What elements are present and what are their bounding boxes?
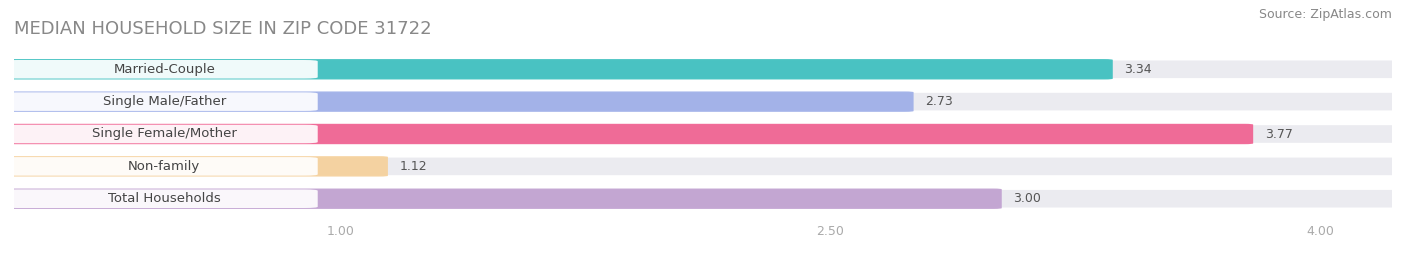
Text: MEDIAN HOUSEHOLD SIZE IN ZIP CODE 31722: MEDIAN HOUSEHOLD SIZE IN ZIP CODE 31722 (14, 20, 432, 38)
FancyBboxPatch shape (6, 156, 388, 177)
FancyBboxPatch shape (4, 157, 318, 176)
FancyBboxPatch shape (6, 188, 1400, 209)
FancyBboxPatch shape (6, 124, 1400, 144)
Text: Source: ZipAtlas.com: Source: ZipAtlas.com (1258, 8, 1392, 21)
Text: Total Households: Total Households (108, 192, 221, 205)
FancyBboxPatch shape (6, 91, 914, 112)
Text: Married-Couple: Married-Couple (114, 63, 215, 76)
Text: Single Male/Father: Single Male/Father (103, 95, 226, 108)
Text: 1.12: 1.12 (399, 160, 427, 173)
FancyBboxPatch shape (6, 59, 1112, 80)
FancyBboxPatch shape (6, 156, 1400, 177)
FancyBboxPatch shape (6, 188, 1001, 209)
FancyBboxPatch shape (6, 91, 1400, 112)
Text: 3.00: 3.00 (1014, 192, 1040, 205)
FancyBboxPatch shape (4, 189, 318, 208)
FancyBboxPatch shape (4, 125, 318, 143)
FancyBboxPatch shape (4, 60, 318, 79)
Text: 2.73: 2.73 (925, 95, 953, 108)
FancyBboxPatch shape (6, 59, 1400, 80)
FancyBboxPatch shape (4, 92, 318, 111)
Text: Non-family: Non-family (128, 160, 201, 173)
Text: 3.34: 3.34 (1125, 63, 1152, 76)
Text: 3.77: 3.77 (1264, 128, 1292, 140)
FancyBboxPatch shape (6, 124, 1253, 144)
Text: Single Female/Mother: Single Female/Mother (91, 128, 236, 140)
